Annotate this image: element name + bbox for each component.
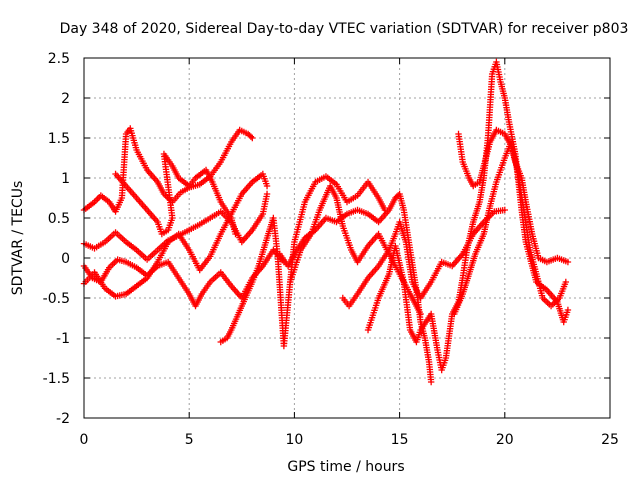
data-point [564, 258, 572, 266]
data-point [249, 134, 256, 142]
y-tick-label: 2.5 [48, 51, 70, 67]
y-tick-label: -1.5 [43, 371, 70, 387]
data-point [263, 190, 271, 198]
series-track-9 [339, 206, 508, 310]
series-track-12 [451, 138, 570, 318]
data-point [427, 378, 435, 386]
y-tick-label: -0.5 [43, 291, 70, 307]
tick-layer: 0 5 10 15 20 25 -2 -1.5 -1 -0.5 0 0.5 1 1.5 2 2.5 [43, 51, 619, 448]
y-tick-label: 1 [61, 171, 70, 187]
series-track-1 [80, 125, 256, 215]
y-tick-label: -2 [56, 411, 70, 427]
data-point [501, 206, 508, 214]
y-tick-label: 2 [61, 91, 70, 107]
x-tick-label: 25 [601, 432, 619, 448]
data-point [564, 306, 572, 314]
data-point [417, 310, 424, 318]
data-point [263, 182, 271, 190]
data-point [232, 230, 239, 238]
x-tick-label: 20 [496, 432, 514, 448]
y-tick-label: -1 [56, 331, 70, 347]
y-tick-label: 1.5 [48, 131, 70, 147]
x-tick-label: 5 [185, 432, 194, 448]
y-tick-label: 0 [61, 251, 70, 267]
series-track-5 [112, 150, 239, 238]
data-layer [80, 58, 572, 386]
grid-layer [84, 58, 610, 418]
data-point [562, 278, 570, 286]
chart-title: Day 348 of 2020, Sidereal Day-to-day VTE… [60, 21, 629, 37]
data-point [247, 133, 255, 140]
x-tick-label: 0 [80, 432, 89, 448]
plot-frame [83, 57, 611, 419]
y-axis-label: SDTVAR / TECUs [10, 181, 26, 296]
x-tick-label: 15 [391, 432, 409, 448]
x-tick-label: 10 [285, 432, 303, 448]
x-axis-label: GPS time / hours [287, 459, 404, 475]
y-tick-label: 0.5 [48, 211, 70, 227]
